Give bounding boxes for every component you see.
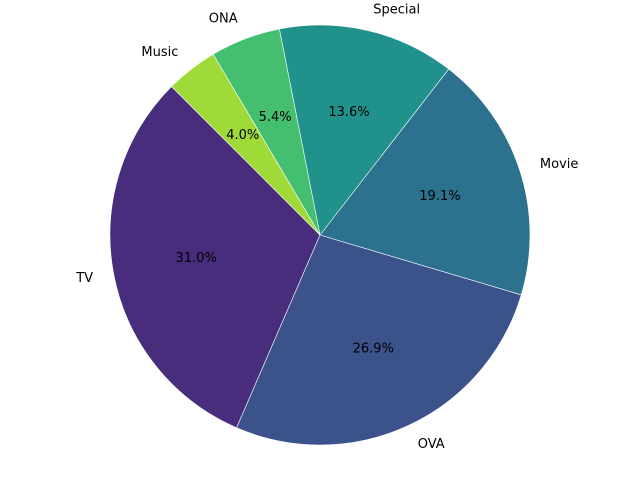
- category-label-special: Special: [373, 3, 420, 18]
- pie-slice-music: [171, 53, 321, 236]
- percentage-label-special: 13.6%: [328, 105, 369, 120]
- category-label-ova: OVA: [418, 437, 445, 452]
- pie-slice-special: [278, 24, 450, 236]
- percentage-labels: 31.0% 26.9% 19.1% 13.6% 5.4%4.0%: [176, 105, 461, 357]
- percentage-label-music: 4.0%: [226, 128, 259, 143]
- pie-slice-tv: [109, 86, 321, 429]
- category-label-tv: TV: [75, 271, 93, 286]
- percentage-label-tv: 31.0%: [176, 251, 217, 266]
- pie-slices: [109, 24, 531, 446]
- category-label-ona: ONA: [209, 12, 238, 27]
- percentage-label-ona: 5.4%: [259, 110, 292, 125]
- percentage-label-ova: 26.9%: [353, 342, 394, 357]
- category-label-music: Music: [141, 45, 178, 60]
- category-labels: TV OVA Movie Special ONA Music: [75, 3, 578, 452]
- pie-slice-movie: [319, 68, 531, 296]
- category-label-movie: Movie: [540, 157, 578, 172]
- percentage-label-movie: 19.1%: [419, 189, 460, 204]
- pie-slice-ova: [236, 234, 522, 446]
